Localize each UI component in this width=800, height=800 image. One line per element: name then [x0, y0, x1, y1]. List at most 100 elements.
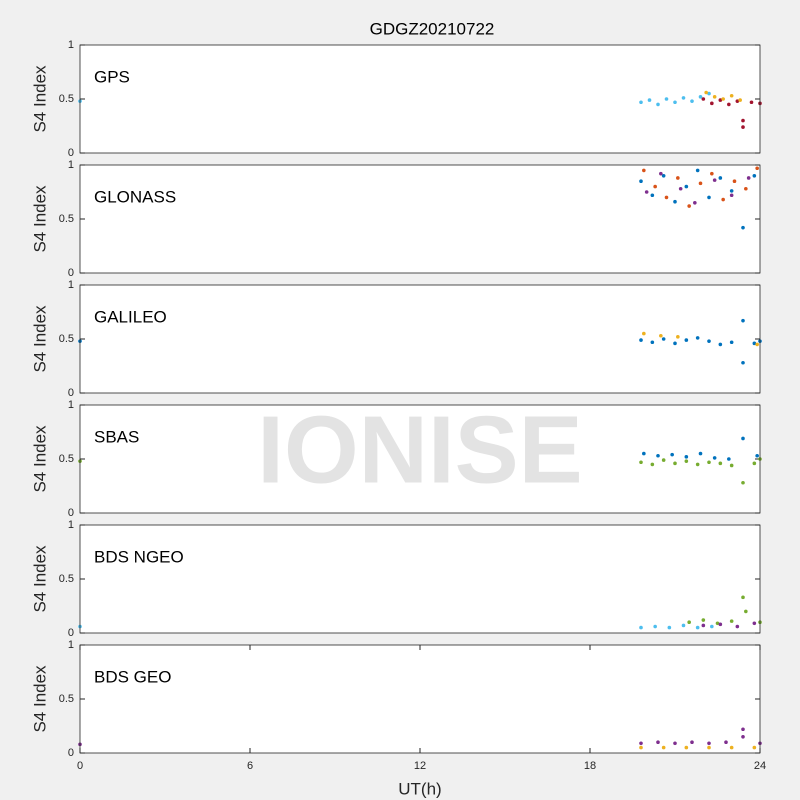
panel-label: BDS NGEO: [94, 547, 184, 566]
panel-label: SBAS: [94, 427, 139, 446]
data-point: [647, 98, 652, 102]
data-point: [707, 745, 711, 750]
data-point: [644, 190, 649, 194]
data-point: [667, 625, 672, 630]
data-point: [721, 97, 725, 101]
data-point: [741, 125, 745, 129]
data-point: [639, 460, 643, 465]
data-point: [741, 118, 745, 123]
data-point: [729, 463, 734, 468]
data-point: [659, 333, 663, 338]
axes-box: [79, 524, 761, 634]
data-point: [656, 102, 660, 107]
data-point: [690, 740, 694, 744]
data-point: [695, 462, 700, 467]
data-point: [718, 98, 723, 102]
axes-box: [79, 44, 761, 154]
data-point: [727, 457, 731, 461]
data-point: [729, 189, 734, 193]
data-point: [741, 360, 745, 365]
y-tick-label: 0.5: [59, 693, 74, 705]
data-point: [741, 480, 745, 485]
axes-box: [79, 404, 761, 514]
data-point: [727, 102, 731, 107]
axes-background: [80, 45, 760, 153]
y-tick-label: 0: [68, 147, 74, 159]
data-point: [684, 459, 689, 463]
data-point: [684, 455, 689, 459]
data-point: [735, 624, 740, 629]
data-point: [661, 745, 666, 750]
data-point: [693, 201, 697, 205]
data-point: [721, 197, 725, 202]
data-point: [741, 436, 745, 441]
data-point: [678, 186, 683, 191]
y-axis-label: S4 Index: [30, 65, 49, 133]
axes-background: [80, 405, 760, 513]
y-axis-label: S4 Index: [30, 185, 49, 253]
data-point: [698, 451, 703, 456]
watermark: IONISE: [257, 396, 582, 503]
data-point: [752, 745, 757, 750]
y-tick-label: 0.5: [59, 573, 74, 585]
y-tick-label: 1: [68, 39, 74, 51]
data-point: [749, 100, 754, 105]
data-point: [752, 174, 757, 178]
data-point: [670, 452, 674, 457]
data-point: [755, 342, 759, 347]
figure-title: GDGZ20210722: [370, 19, 495, 38]
data-point: [639, 745, 643, 750]
data-point: [661, 458, 666, 462]
data-point: [687, 620, 691, 624]
data-point: [715, 621, 720, 626]
data-point: [681, 96, 686, 100]
data-point: [684, 338, 689, 342]
data-point: [681, 623, 686, 628]
data-point: [661, 174, 666, 178]
data-point: [707, 741, 711, 746]
y-tick-label: 0: [68, 267, 74, 279]
data-point: [741, 727, 745, 732]
data-point: [684, 184, 689, 189]
data-point: [639, 338, 643, 342]
data-point: [707, 460, 711, 465]
data-point: [741, 595, 745, 600]
x-tick-label: 18: [584, 760, 596, 772]
data-point: [732, 179, 737, 183]
data-point: [639, 741, 643, 746]
data-point: [707, 339, 711, 343]
data-point: [695, 625, 700, 630]
axes-box: [79, 164, 761, 274]
x-axis-label: UT(h): [398, 779, 441, 798]
data-point: [741, 318, 745, 323]
data-point: [656, 453, 660, 458]
data-point: [712, 456, 717, 460]
data-point: [744, 186, 748, 191]
y-axis-label: S4 Index: [30, 665, 49, 733]
data-point: [673, 100, 677, 105]
data-point: [729, 619, 734, 623]
y-tick-label: 0.5: [59, 213, 74, 225]
data-point: [673, 199, 677, 204]
data-point: [664, 97, 669, 101]
data-point: [642, 331, 646, 336]
axes-box: [79, 284, 761, 394]
y-tick-label: 1: [68, 159, 74, 171]
data-point: [718, 176, 723, 180]
data-point: [650, 462, 655, 467]
x-tick-label: 24: [754, 760, 766, 772]
y-tick-label: 0.5: [59, 93, 74, 105]
data-point: [712, 178, 717, 182]
y-tick-label: 0.5: [59, 453, 74, 465]
data-point: [735, 99, 740, 103]
data-point: [673, 461, 677, 466]
y-axis-label: S4 Index: [30, 545, 49, 613]
data-point: [695, 168, 700, 173]
data-point: [707, 91, 711, 96]
y-axis-label: S4 Index: [30, 425, 49, 493]
data-point: [639, 179, 643, 183]
data-point: [695, 336, 700, 340]
y-tick-label: 1: [68, 639, 74, 651]
y-tick-label: 0: [68, 507, 74, 519]
y-axis-label: S4 Index: [30, 305, 49, 373]
